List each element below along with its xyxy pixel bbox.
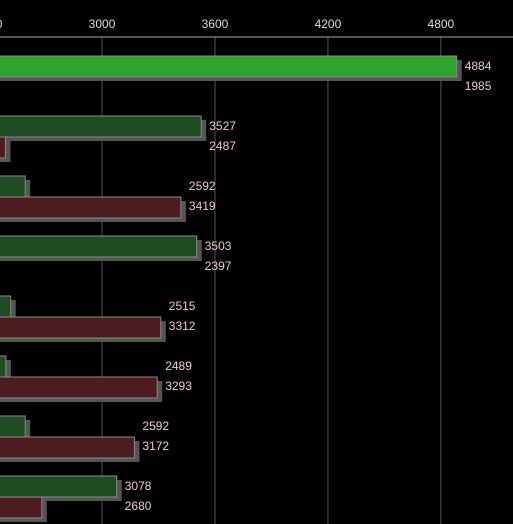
bar	[0, 415, 26, 438]
value-label: 1985	[465, 79, 492, 93]
x-tick-label: 2400	[0, 17, 3, 31]
value-label: 3172	[142, 439, 169, 453]
bar	[0, 475, 118, 498]
value-label: 3503	[205, 239, 232, 253]
value-label: 2487	[209, 139, 236, 153]
bar	[0, 316, 162, 339]
bar	[0, 136, 6, 159]
bar	[0, 115, 202, 138]
value-label: 3527	[209, 119, 236, 133]
value-label: 2592	[142, 419, 169, 433]
x-tick-label: 3600	[202, 17, 229, 31]
value-label: 2680	[125, 499, 152, 513]
bar	[0, 196, 182, 219]
bar	[0, 436, 135, 459]
x-tick-label: 4200	[315, 17, 342, 31]
value-label: 4884	[465, 59, 492, 73]
value-label: 2515	[169, 299, 196, 313]
value-label: 2489	[165, 359, 192, 373]
bar	[0, 55, 458, 78]
bar	[0, 295, 12, 318]
bar	[0, 235, 198, 258]
x-tick-label: 4800	[428, 17, 455, 31]
bar	[0, 376, 158, 399]
bar	[0, 355, 7, 378]
value-label: 2592	[189, 179, 216, 193]
bar	[0, 496, 43, 519]
x-tick-label: 3000	[89, 17, 116, 31]
value-label: 3419	[189, 199, 216, 213]
value-label: 3293	[165, 379, 192, 393]
value-label: 3312	[169, 319, 196, 333]
value-label: 2397	[205, 259, 232, 273]
bar	[0, 175, 26, 198]
value-label: 3078	[125, 479, 152, 493]
